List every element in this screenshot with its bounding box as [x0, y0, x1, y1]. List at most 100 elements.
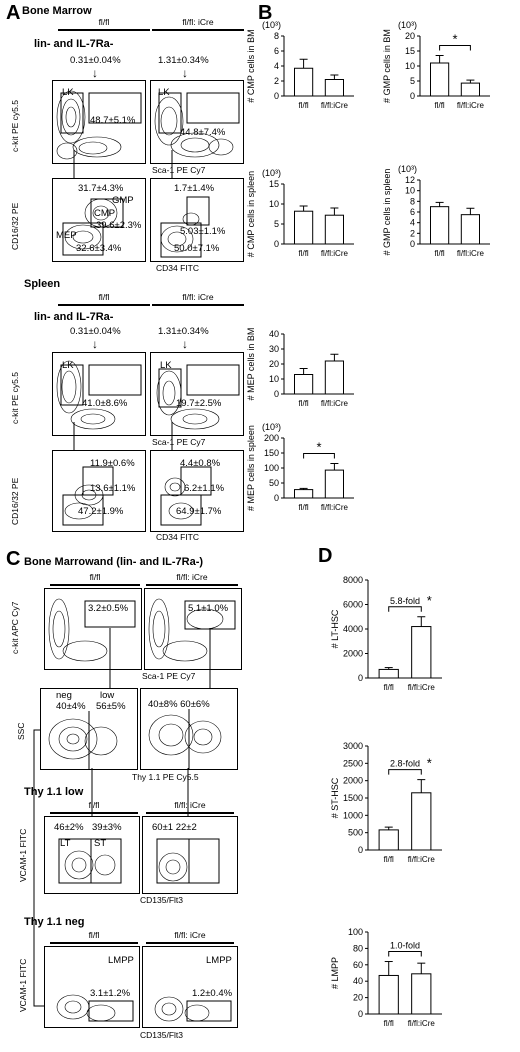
y-tick-label: 2000 [343, 776, 363, 786]
contour-plot [62, 466, 114, 526]
lk-gate-label: LK [62, 87, 74, 98]
y-tick-label: 4000 [343, 624, 363, 634]
bar [294, 374, 314, 395]
lsk-percent-fl: 3.2±0.5% [88, 603, 129, 614]
genotype-cre-header: fl/fl: iCre [174, 800, 206, 810]
x-tick-label: fl/fl [298, 101, 308, 110]
lk-gate-label: LK [158, 87, 170, 98]
fold-change-label: 1.0-fold [390, 941, 420, 951]
x-tick-label: fl/fl [298, 399, 308, 408]
lk-gate-label: LK [160, 360, 172, 371]
flow-plot-c-thy-cre [140, 688, 238, 770]
significance-star: * [427, 593, 432, 608]
y-tick-label: 6000 [343, 600, 363, 610]
y-tick-label: 0 [410, 91, 415, 101]
gmp-label: GMP [112, 195, 134, 206]
y-unit-label: (10³) [262, 422, 281, 432]
cmp-percent-fl: 39.6±2.3% [96, 220, 142, 231]
mep-label: MEP [56, 230, 77, 241]
mep-percent-fl: 32.6±3.4% [76, 243, 122, 254]
x-tick-label: fl/fl:iCre [321, 249, 349, 258]
gmp-percent-cre: 1.7±1.4% [174, 183, 215, 194]
y-unit-label: (10³) [262, 168, 281, 178]
contour-plot [62, 198, 124, 256]
bone-marrow-title: Bone Marrow [22, 5, 92, 17]
bar [430, 62, 450, 97]
y-tick-label: 20 [353, 993, 363, 1003]
y-tick-label: 5 [274, 219, 279, 229]
panel-label-a: A [6, 2, 21, 24]
lmpp-label: LMPP [108, 955, 134, 966]
gmp-percent-fl: 31.7±4.3% [78, 183, 124, 194]
y-tick-label: 2 [410, 228, 415, 238]
flow-plot-spleen-progenitor-fl [52, 450, 146, 532]
contour-plot [56, 90, 142, 160]
genotype-fl-header: fl/fl [89, 572, 101, 582]
flow-plot-bm-lsk-cre [150, 80, 244, 164]
y-tick-label: 20 [269, 359, 279, 369]
mep-percent-cre: 64.9±1.7% [176, 506, 222, 517]
low-percent-fl: 56±5% [96, 701, 126, 712]
mep-percent-fl: 47.2±1.9% [78, 506, 124, 517]
bar [294, 210, 314, 245]
y-axis-title: # LMPP [330, 957, 340, 989]
y-tick-label: 200 [264, 433, 279, 443]
flow-plot-spleen-lsk-fl [52, 352, 146, 436]
y-tick-label: 50 [269, 478, 279, 488]
lsk-percent-cre: 44.8±7.4% [180, 127, 226, 138]
genotype-bar [152, 29, 244, 31]
genotype-fl-header: fl/fl [98, 17, 110, 27]
contour-plot [56, 360, 142, 430]
ltst-percent-cre: 60±1 22±2 [152, 822, 197, 833]
y-tick-label: 0 [358, 1009, 363, 1019]
significance-star: * [427, 756, 432, 771]
y-tick-label: 0 [274, 91, 279, 101]
flow-plot-c-ltst-fl [44, 816, 140, 894]
flow-plot-spleen-lsk-cre [150, 352, 244, 436]
fold-change-label: 2.8-fold [390, 759, 420, 769]
cmp-percent-cre: 6.2±1.1% [184, 483, 225, 494]
y-unit-label: (10³) [398, 20, 417, 30]
x-axis-label: CD135/Flt3 [140, 1030, 183, 1040]
panel-label-b: B [258, 2, 273, 24]
lsk-percent-fl: 48.7±5.1% [90, 115, 136, 126]
y-axis-title: # ST-HSC [330, 777, 340, 818]
fold-change-label: 5.8-fold [390, 596, 420, 606]
bar [294, 67, 314, 97]
gmp-percent-fl: 11.9±0.6% [90, 458, 135, 469]
gate-label: lin- and IL-7Ra- [34, 311, 114, 323]
x-tick-label: fl/fl:iCre [408, 855, 436, 864]
bar [324, 360, 344, 395]
x-tick-label: fl/fl [434, 101, 444, 110]
genotype-cre-header: fl/fl: iCre [182, 17, 214, 27]
bar [460, 214, 480, 245]
x-axis-label: CD135/Flt3 [140, 895, 183, 905]
st-label: ST [94, 838, 107, 849]
x-axis-label: Sca-1 PE Cy7 [152, 165, 206, 175]
y-tick-label: 40 [269, 329, 279, 339]
pre-gate-fl: 0.31±0.04% [70, 55, 121, 66]
y-tick-label: 6 [410, 207, 415, 217]
y-tick-label: 5 [410, 76, 415, 86]
contour-plot [156, 838, 220, 884]
bar [378, 668, 399, 679]
x-tick-label: fl/fl [298, 249, 308, 258]
x-tick-label: fl/fl:iCre [457, 249, 485, 258]
cmp-label: CMP [94, 208, 116, 219]
y-tick-label: 2500 [343, 758, 363, 768]
y-tick-label: 0 [274, 493, 279, 503]
y-tick-label: 0 [358, 673, 363, 683]
y-tick-label: 10 [405, 61, 415, 71]
contour-plot [156, 364, 240, 430]
genotype-fl-header: fl/fl [88, 800, 100, 810]
gmp-percent-cre: 4.4±0.8% [180, 458, 221, 469]
bar [324, 79, 344, 97]
y-tick-label: 15 [269, 179, 279, 189]
st-percent-fl: 39±3% [92, 822, 122, 833]
significance-bracket [439, 45, 471, 51]
flow-plot-spleen-progenitor-cre [150, 450, 244, 532]
lsk-percent-cre: 19.7±2.5% [176, 398, 222, 409]
y-axis-title: # CMP cells in BM [246, 29, 256, 102]
low-label: low [100, 690, 115, 701]
x-tick-label: fl/fl:iCre [408, 683, 436, 692]
